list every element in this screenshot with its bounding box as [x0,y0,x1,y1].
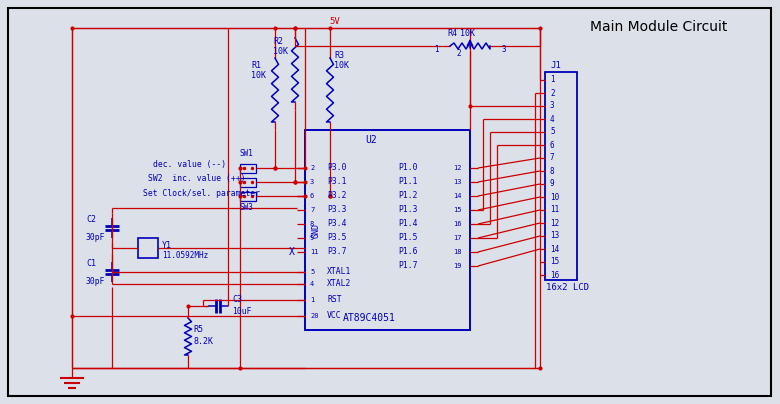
Text: P1.0: P1.0 [398,164,417,173]
Text: 30pF: 30pF [86,278,105,286]
Text: 11.0592MHz: 11.0592MHz [162,252,208,261]
Text: 1: 1 [310,297,314,303]
Text: 19: 19 [453,263,462,269]
Text: C1: C1 [86,259,96,269]
Text: 5V: 5V [330,17,340,27]
Text: R1: R1 [251,61,261,69]
Text: R3: R3 [334,50,344,59]
Text: 11: 11 [550,206,559,215]
Text: P1.4: P1.4 [398,219,417,229]
Bar [545,72,577,280]
Text: R5: R5 [193,326,203,335]
Text: P1.3: P1.3 [398,206,417,215]
Text: P1.7: P1.7 [398,261,417,271]
Text: 8.2K: 8.2K [193,337,213,347]
Text: 14: 14 [453,193,462,199]
Text: dec. value (--): dec. value (--) [153,160,226,170]
Bar [240,192,256,201]
Text: P1.2: P1.2 [398,191,417,200]
Text: 12: 12 [453,165,462,171]
Text: J1: J1 [550,61,561,69]
Text: 7: 7 [310,207,314,213]
Text: 10uF: 10uF [232,307,251,316]
Text: XTAL1: XTAL1 [327,267,351,276]
Text: 5: 5 [550,128,555,137]
Text: 6: 6 [310,193,314,199]
Text: Y1: Y1 [162,240,172,250]
Text: AT89C4051: AT89C4051 [343,313,396,323]
Text: P1.6: P1.6 [398,248,417,257]
Bar [240,178,256,187]
Text: P3.1: P3.1 [327,177,346,187]
Text: 4: 4 [310,281,314,287]
Text: 10K: 10K [251,71,266,80]
Text: 10K: 10K [273,48,288,57]
Text: 3: 3 [310,179,314,185]
Text: SW2  inc. value (++): SW2 inc. value (++) [148,175,246,183]
Text: 16: 16 [550,271,559,280]
Text: 14: 14 [550,244,559,253]
Text: 8: 8 [310,221,314,227]
Bar [138,238,158,258]
Text: 18: 18 [453,249,462,255]
Text: P3.0: P3.0 [327,164,346,173]
Text: 2: 2 [550,88,555,97]
Text: P3.3: P3.3 [327,206,346,215]
Text: C3: C3 [232,295,242,305]
Text: VCC: VCC [327,311,342,320]
Bar [305,130,470,330]
Text: 20: 20 [310,313,318,319]
Text: 6: 6 [550,141,555,149]
Text: 17: 17 [453,235,462,241]
Text: 13: 13 [550,231,559,240]
Text: P1.5: P1.5 [398,234,417,242]
Text: 3: 3 [501,46,505,55]
Bar [240,164,256,173]
Text: X: X [289,247,295,257]
Text: 15: 15 [453,207,462,213]
Text: 3: 3 [550,101,555,111]
Text: 2: 2 [456,50,461,59]
Text: XTAL2: XTAL2 [327,280,351,288]
Text: 1: 1 [550,76,555,84]
Text: 13: 13 [453,179,462,185]
Text: 9: 9 [310,235,314,241]
Text: P1.1: P1.1 [398,177,417,187]
Text: C2: C2 [86,215,96,225]
Text: 2: 2 [310,165,314,171]
Text: 12: 12 [550,219,559,227]
Text: U2: U2 [365,135,377,145]
Text: SW3: SW3 [240,204,254,213]
Text: R2: R2 [273,38,283,46]
Text: 9: 9 [550,179,555,189]
Text: 15: 15 [550,257,559,267]
Text: 16x2 LCD: 16x2 LCD [546,284,589,292]
Text: 10K: 10K [460,29,475,38]
Text: 11: 11 [310,249,318,255]
Text: 10: 10 [550,192,559,202]
Text: P3.4: P3.4 [327,219,346,229]
Text: Set Clock/sel. parameter: Set Clock/sel. parameter [143,189,260,198]
Text: RST: RST [327,295,342,305]
Text: 4: 4 [550,114,555,124]
Text: 5: 5 [310,269,314,275]
Text: P3.7: P3.7 [327,248,346,257]
Text: P3.2: P3.2 [327,191,346,200]
Text: 7: 7 [550,154,555,162]
Text: P3.5: P3.5 [327,234,346,242]
Text: 30pF: 30pF [86,234,105,242]
Text: 10K: 10K [334,61,349,69]
Text: 8: 8 [550,166,555,175]
Text: SW1: SW1 [240,149,254,158]
Text: 16: 16 [453,221,462,227]
Text: GND: GND [311,223,321,238]
Text: R4: R4 [447,29,457,38]
Text: 1: 1 [434,46,438,55]
Text: Main Module Circuit: Main Module Circuit [590,20,728,34]
